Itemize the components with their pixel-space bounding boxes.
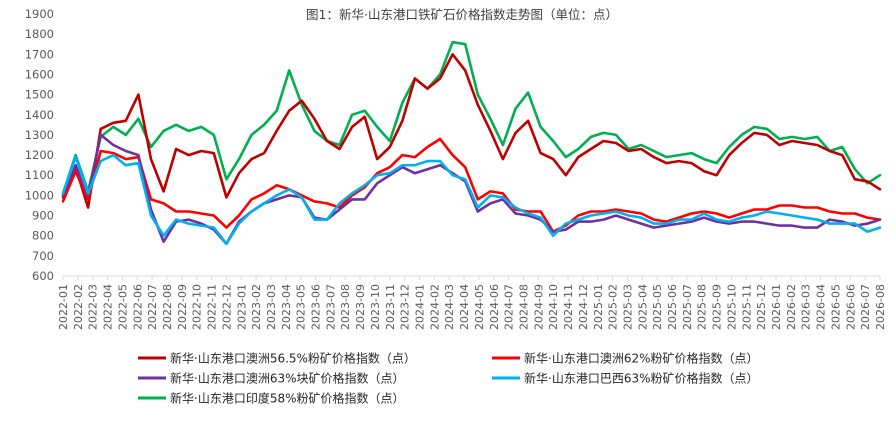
x-tick-label: 2025-07	[681, 284, 694, 330]
x-tick-label: 2023-01	[235, 284, 248, 330]
x-tick-label: 2024-05	[473, 284, 486, 330]
series-line-3	[61, 133, 882, 246]
x-tick-label: 2025-09	[711, 284, 724, 330]
x-tick-label: 2025-12	[755, 284, 768, 330]
x-tick-label: 2023-10	[369, 284, 382, 330]
x-tick-label: 2026-06	[844, 284, 857, 330]
x-tick-label: 2022-02	[72, 284, 85, 330]
legend-label: 新华·山东港口澳洲62%粉矿价格指数（点）	[524, 351, 759, 366]
y-tick-label: 1200	[25, 148, 54, 162]
x-tick-label: 2023-07	[324, 284, 337, 330]
chart-title: 图1：新华·山东港口铁矿石价格指数走势图（单位：点）	[306, 7, 618, 22]
x-tick-label: 2023-06	[310, 284, 323, 330]
x-tick-label: 2023-12	[399, 284, 412, 330]
x-tick-label: 2025-05	[651, 284, 664, 330]
y-tick-label: 1500	[25, 88, 54, 102]
legend: 新华·山东港口澳洲56.5%粉矿价格指数（点） 新华·山东港口澳洲62%粉矿价格指…	[138, 351, 759, 406]
series-line-2	[61, 137, 882, 233]
x-tick-label: 2022-05	[116, 284, 129, 330]
x-tick-label: 2024-09	[532, 284, 545, 330]
x-tick-label: 2024-01	[414, 284, 427, 330]
x-tick-label: 2022-03	[87, 284, 100, 330]
legend-label: 新华·山东港口印度58%粉矿价格指数（点）	[170, 391, 405, 406]
x-tick-label: 2025-06	[666, 284, 679, 330]
x-tick-label: 2024-10	[547, 284, 560, 330]
x-tick-label: 2022-12	[220, 284, 233, 330]
x-tick-label: 2022-11	[206, 284, 219, 330]
x-tick-label: 2022-01	[57, 284, 70, 330]
x-tick-label: 2025-01	[592, 284, 605, 330]
series-line-4	[61, 153, 882, 246]
legend-label: 新华·山东港口巴西63%粉矿价格指数（点）	[524, 371, 759, 386]
x-tick-label: 2022-07	[146, 284, 159, 330]
y-tick-label: 1800	[25, 27, 54, 41]
axes-group: 600 700 800 900 1000 1100 1200 1300 1400 1500 1600…	[25, 7, 887, 330]
y-tick-label: 1600	[25, 67, 54, 81]
x-tick-label: 2025-03	[621, 284, 634, 330]
y-tick-label: 1000	[25, 188, 54, 202]
x-tick-label: 2026-01	[770, 284, 783, 330]
x-tick-label: 2023-04	[280, 284, 293, 330]
x-tick-label: 2023-03	[265, 284, 278, 330]
x-tick-label: 2022-06	[131, 284, 144, 330]
y-tick-label: 800	[32, 229, 54, 243]
series-lines	[61, 40, 882, 246]
y-tick-label: 1300	[25, 128, 54, 142]
x-tick-label: 2024-12	[577, 284, 590, 330]
x-tick-label: 2022-04	[102, 284, 115, 330]
y-tick-label: 1700	[25, 47, 54, 61]
x-tick-label: 2025-04	[636, 284, 649, 330]
x-tick-label: 2022-10	[191, 284, 204, 330]
x-tick-label: 2026-05	[829, 284, 842, 330]
x-tick-label: 2026-04	[815, 284, 828, 330]
x-tick-label: 2023-09	[354, 284, 367, 330]
x-tick-label: 2025-08	[696, 284, 709, 330]
x-tick-label: 2026-02	[785, 284, 798, 330]
x-tick-label: 2024-02	[428, 284, 441, 330]
y-tick-label: 1400	[25, 108, 54, 122]
x-tick-label: 2025-10	[725, 284, 738, 330]
x-tick-label: 2026-07	[859, 284, 872, 330]
x-tick-label: 2023-02	[250, 284, 263, 330]
x-tick-label: 2024-04	[458, 284, 471, 330]
x-tick-label: 2024-03	[443, 284, 456, 330]
x-tick-label: 2026-08	[874, 284, 887, 330]
x-tick-label: 2024-11	[562, 284, 575, 330]
y-tick-label: 600	[32, 269, 54, 283]
x-tick-label: 2024-07	[503, 284, 516, 330]
legend-label: 新华·山东港口澳洲63%块矿价格指数（点）	[170, 371, 405, 386]
x-tick-label: 2023-08	[339, 284, 352, 330]
y-tick-label: 1100	[25, 168, 54, 182]
y-tick-label: 1900	[25, 7, 54, 21]
x-tick-label: 2024-08	[517, 284, 530, 330]
x-tick-label: 2024-06	[488, 284, 501, 330]
x-tick-label: 2025-11	[740, 284, 753, 330]
legend-label: 新华·山东港口澳洲56.5%粉矿价格指数（点）	[170, 351, 416, 366]
y-tick-label: 900	[32, 209, 54, 223]
x-tick-label: 2022-09	[176, 284, 189, 330]
x-tick-label: 2026-03	[800, 284, 813, 330]
x-tick-label: 2022-08	[161, 284, 174, 330]
x-tick-label: 2023-11	[384, 284, 397, 330]
x-tick-label: 2023-05	[295, 284, 308, 330]
y-tick-label: 700	[32, 249, 54, 263]
series-line-5	[61, 40, 882, 195]
series-line-1	[61, 52, 882, 209]
x-tick-label: 2025-02	[607, 284, 620, 330]
